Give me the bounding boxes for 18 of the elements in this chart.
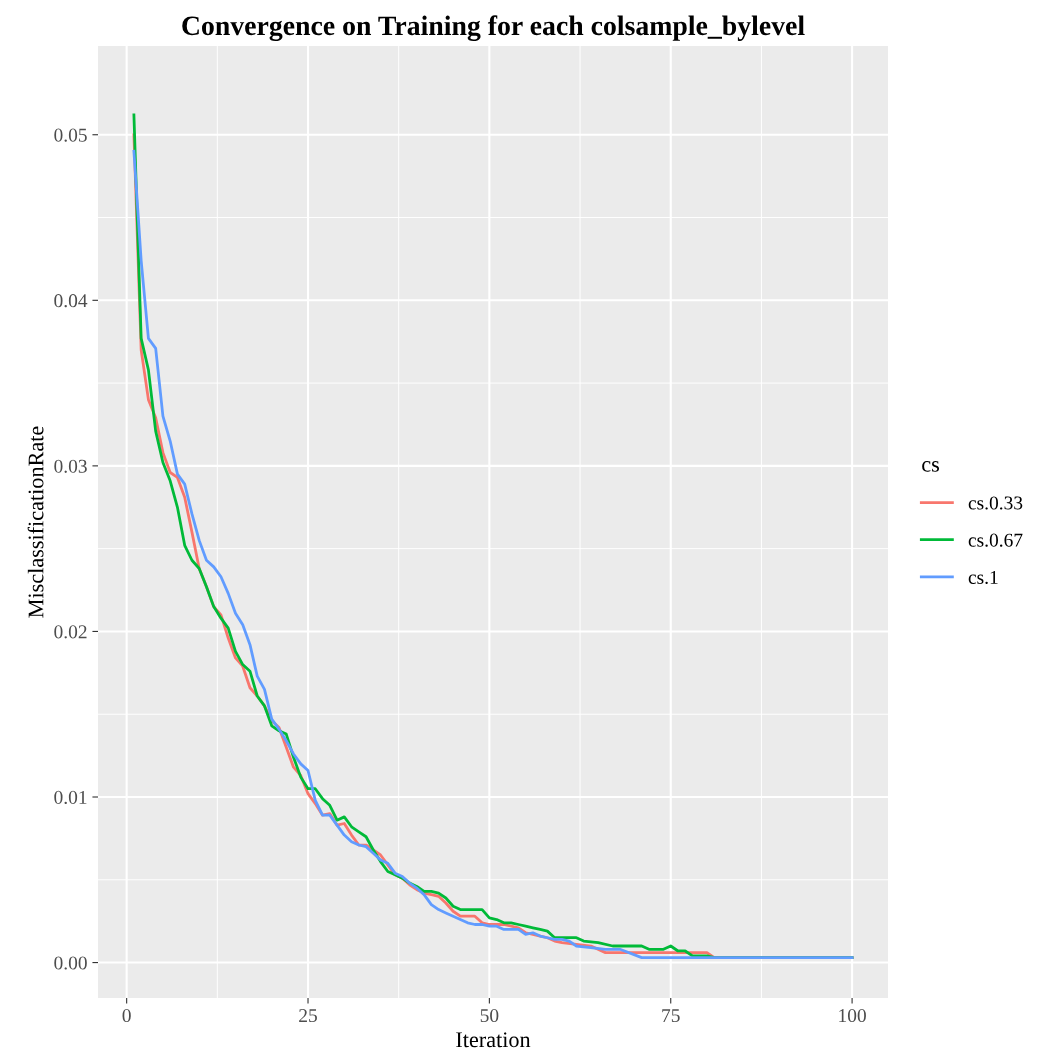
y-tick-label: 0.03 [54, 459, 87, 473]
x-tick-label: 50 [480, 1008, 499, 1023]
y-tick-label: 0.04 [54, 294, 88, 308]
y-tick-label: 0.01 [54, 790, 87, 805]
legend-title: cs [922, 461, 940, 472]
x-tick-label: 25 [299, 1009, 317, 1023]
x-axis-title: Iteration [456, 1032, 531, 1048]
x-tick-label: 75 [662, 1009, 680, 1023]
legend-label: cs.0.67 [968, 533, 1023, 547]
chart-title: Convergence on Training for each colsample_bylevel [182, 15, 805, 42]
y-tick-label: 0.00 [54, 956, 87, 970]
legend-label: cs.1 [968, 570, 998, 585]
y-tick-label: 0.02 [54, 625, 87, 639]
y-axis-title: MisclassificationRate [27, 426, 44, 618]
legend-label: cs.0.33 [968, 496, 1023, 510]
y-tick-label: 0.05 [54, 128, 87, 142]
x-tick-label: 0 [122, 1008, 131, 1023]
x-tick-label: 100 [839, 1008, 866, 1023]
